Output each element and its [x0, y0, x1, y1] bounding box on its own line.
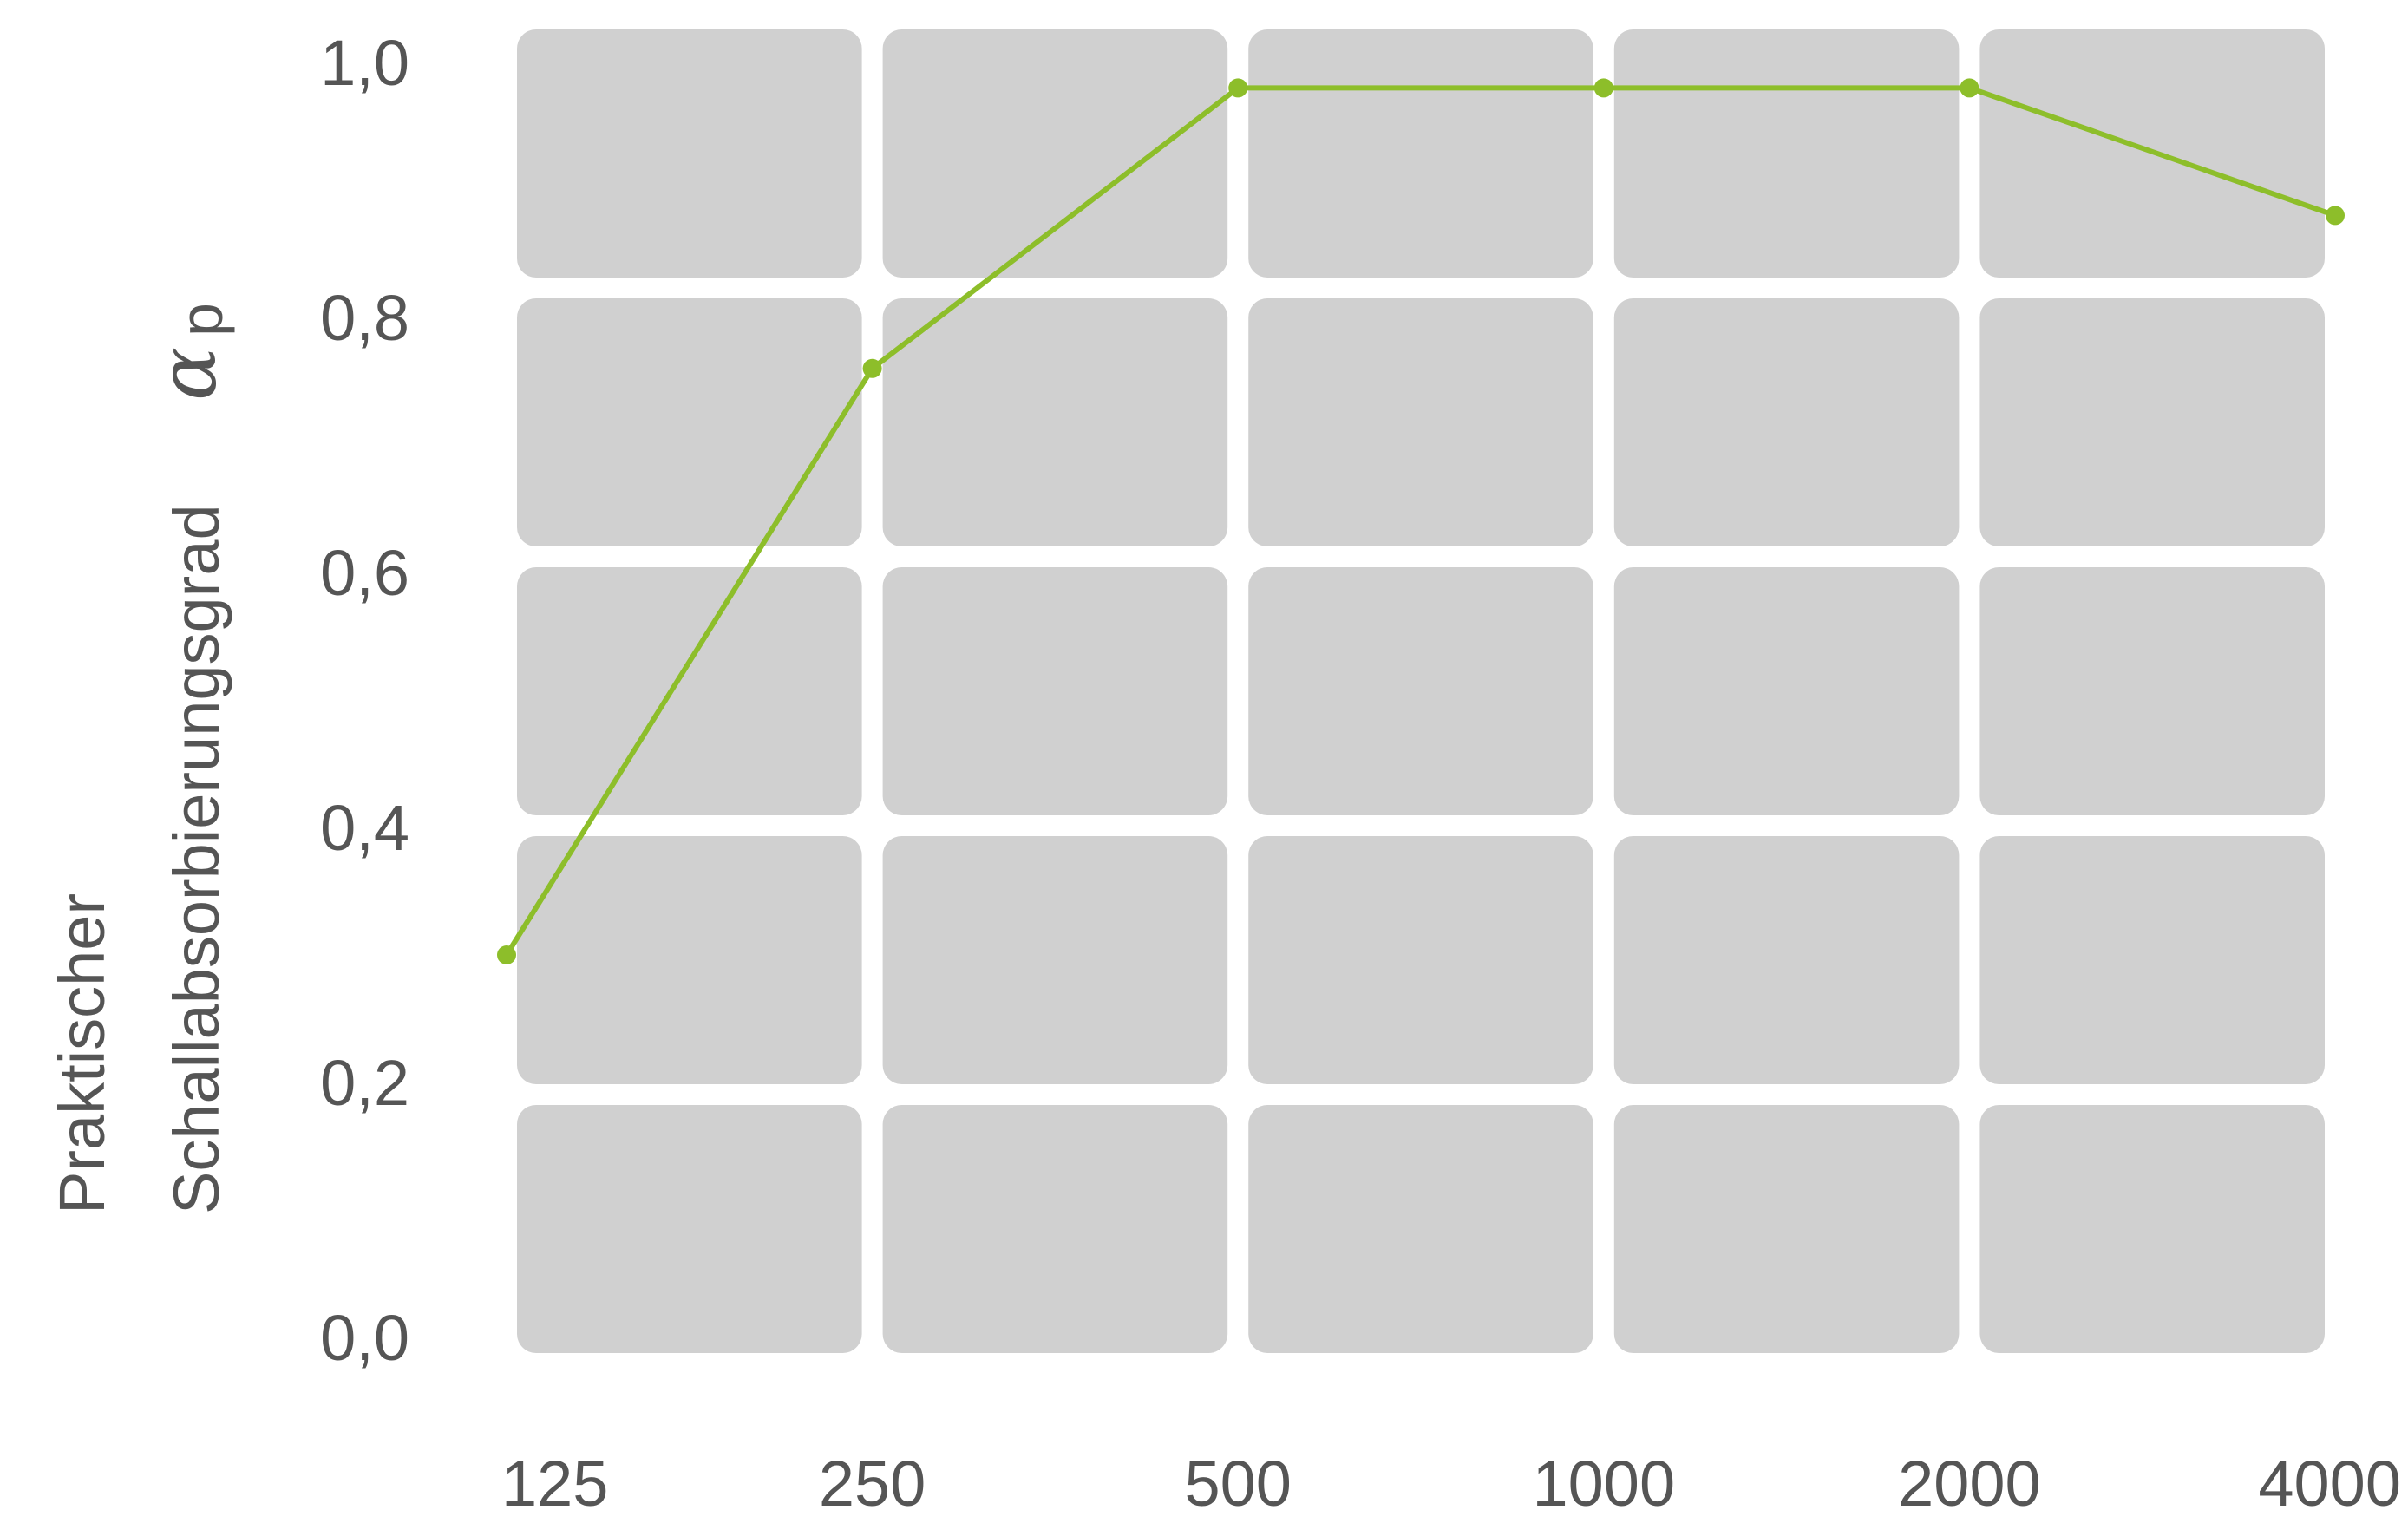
grid-cell [1248, 836, 1593, 1084]
grid-cell [882, 29, 1228, 278]
y-axis-alpha-symbol: α [141, 347, 234, 401]
y-tick-label: 0,4 [320, 792, 409, 864]
y-tick-label: 0,2 [320, 1047, 409, 1119]
y-axis-title-line1: Praktischer [46, 893, 118, 1214]
data-point [2326, 206, 2345, 226]
data-point [497, 945, 516, 964]
data-point [1593, 78, 1613, 98]
y-axis-title: Praktischer Schallabsorbierungsgrad α p [46, 303, 235, 1214]
y-axis-alpha-subscript: p [167, 303, 235, 337]
x-tick-label: 500 [1184, 1448, 1291, 1520]
grid-cell [1248, 1105, 1593, 1353]
grid-cell [1613, 29, 1960, 278]
series-group [497, 78, 2345, 964]
grid-cell [1979, 567, 2325, 815]
grid-cell [517, 298, 862, 546]
data-point [1960, 78, 1979, 98]
grid-cell [517, 29, 862, 278]
y-tick-labels: 0,0 0,2 0,4 0,6 0,8 1,0 [320, 27, 409, 1374]
grid-cell [1613, 836, 1960, 1084]
grid-cell [882, 1105, 1228, 1353]
x-tick-label: 2000 [1898, 1448, 2041, 1520]
grid-cell [1613, 298, 1960, 546]
y-tick-label: 0,6 [320, 537, 409, 609]
x-tick-labels: 125 250 500 1000 2000 4000 [501, 1448, 2401, 1520]
grid-cell [1979, 1105, 2325, 1353]
grid-cell [1979, 298, 2325, 546]
grid-cell [1613, 1105, 1960, 1353]
series-line [504, 85, 2336, 957]
x-tick-label: 4000 [2258, 1448, 2401, 1520]
y-tick-label: 1,0 [320, 27, 409, 99]
grid-cell [1248, 298, 1593, 546]
grid-cell [1979, 836, 2325, 1084]
x-tick-label: 1000 [1532, 1448, 1675, 1520]
grid-cell [517, 836, 862, 1084]
y-tick-label: 0,8 [320, 282, 409, 354]
grid-cell [517, 567, 862, 815]
data-point [862, 358, 882, 378]
grid-cell [517, 1105, 862, 1353]
grid-cell [1248, 29, 1593, 278]
grid-cell [1613, 567, 1960, 815]
x-tick-label: 125 [501, 1448, 608, 1520]
x-tick-label: 250 [819, 1448, 926, 1520]
grid-cell [882, 298, 1228, 546]
grid-cells [517, 29, 2325, 1353]
data-point [1228, 78, 1248, 98]
grid-cell [882, 567, 1228, 815]
grid-cell [882, 836, 1228, 1084]
grid-cell [1248, 567, 1593, 815]
y-tick-label: 0,0 [320, 1302, 409, 1374]
y-axis-title-line2: Schallabsorbierungsgrad [160, 504, 232, 1214]
